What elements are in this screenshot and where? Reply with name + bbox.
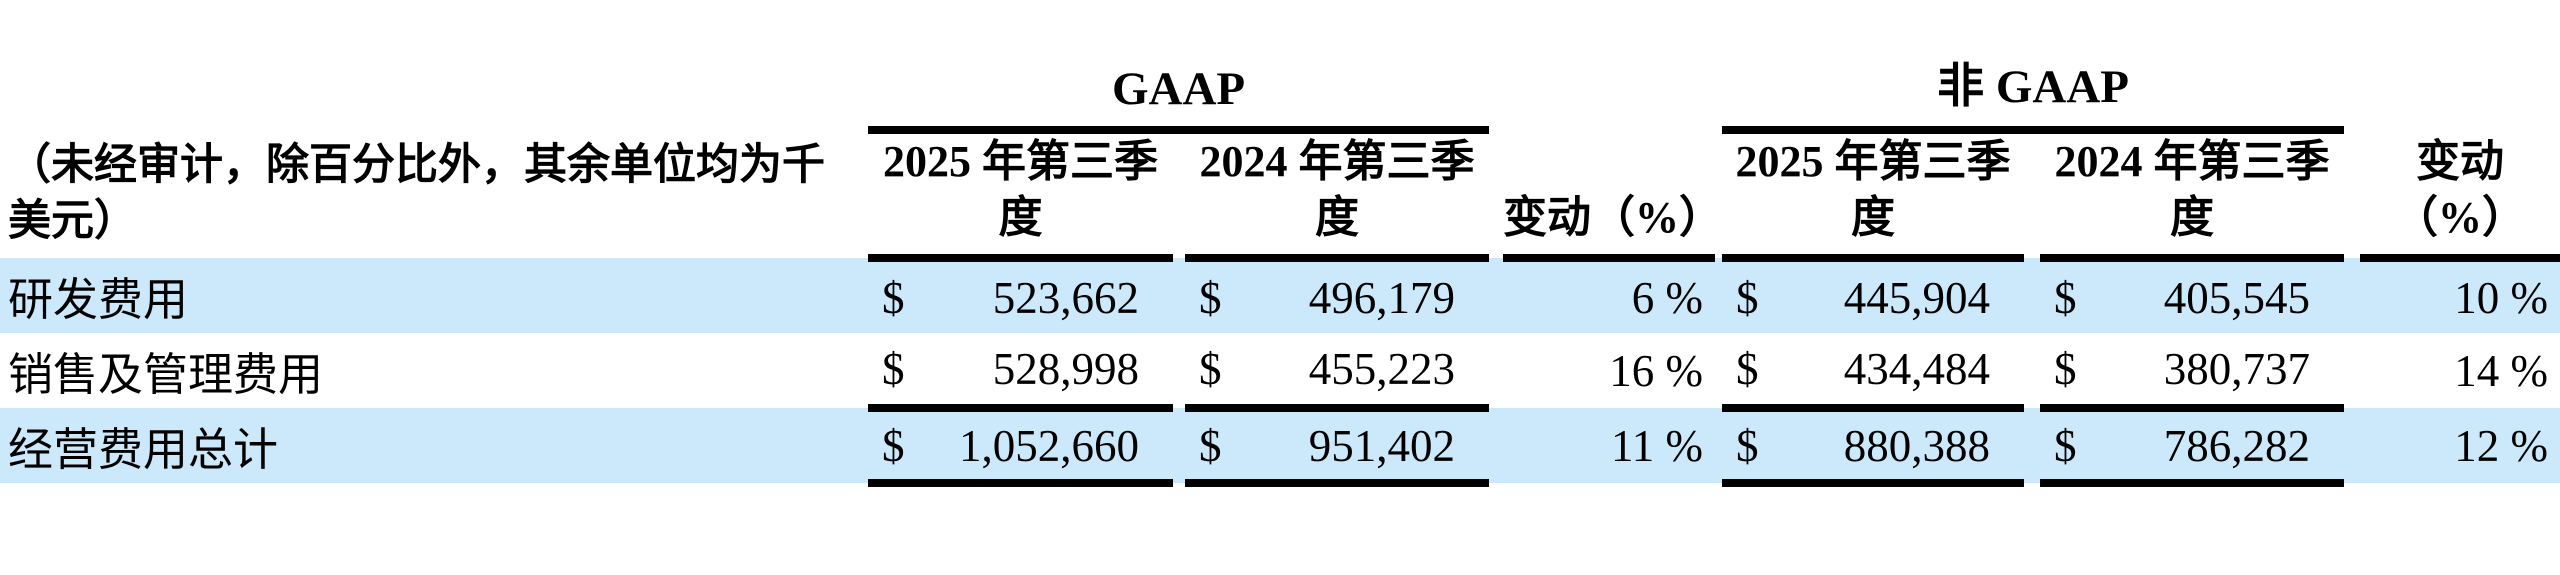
- cell-gaap-change: 6 %: [1503, 258, 1716, 333]
- cell-non-gaap-change: 10 %: [2360, 258, 2560, 333]
- amount: 880,388: [1843, 420, 1991, 471]
- row-label: 销售及管理费用: [8, 350, 324, 400]
- cell-non-gaap-2024: $405,545: [2040, 258, 2345, 333]
- amount: 445,904: [1843, 272, 1991, 323]
- cell-gaap-2024: $496,179: [1185, 258, 1490, 333]
- cell-non-gaap-change: 12 %: [2360, 408, 2560, 483]
- operating-expenses-table: GAAP 非 GAAP （未经审计，除百分比外，其余单位均为千美元） 2025 …: [0, 0, 2560, 487]
- currency-symbol: $: [882, 343, 905, 394]
- amount: 528,998: [992, 343, 1139, 394]
- group-header-spacer: [0, 0, 868, 130]
- col-header-gaap-q3-2025: 2025 年第三季度: [868, 130, 1173, 262]
- cell-non-gaap-2025: $445,904: [1722, 258, 2025, 333]
- cell-gaap-2025: $1,052,660: [868, 408, 1173, 487]
- currency-symbol: $: [882, 420, 905, 471]
- currency-symbol: $: [2054, 272, 2077, 323]
- table-row-rnd-expenses: 研发费用 $523,662 $496,179 6 % $445,904 $405…: [0, 258, 2560, 333]
- currency-symbol: $: [1736, 420, 1759, 471]
- cell-gaap-change: 16 %: [1609, 345, 1704, 396]
- change-label-line2: （%）: [2394, 193, 2527, 242]
- col-header-non-gaap-change: 变动 （%）: [2360, 130, 2560, 262]
- group-header-row: GAAP 非 GAAP: [0, 0, 2560, 134]
- cell-non-gaap-2024: $380,737: [2040, 333, 2345, 412]
- row-label: 经营费用总计: [0, 408, 868, 483]
- cell-non-gaap-2025: $880,388: [1722, 408, 2025, 487]
- cell-gaap-2025: $523,662: [868, 258, 1173, 333]
- cell-gaap-2025: $528,998: [868, 333, 1173, 412]
- amount: 380,737: [2163, 343, 2311, 394]
- row-label: 研发费用: [0, 258, 868, 333]
- currency-symbol: $: [1199, 343, 1222, 394]
- amount: 405,545: [2163, 272, 2311, 323]
- col-header-non-gaap-q3-2025: 2025 年第三季度: [1722, 130, 2025, 262]
- change-label-line1: 变动: [2416, 137, 2505, 186]
- cell-gaap-change: 11 %: [1503, 408, 1716, 483]
- col-header-non-gaap-q3-2024: 2024 年第三季度: [2040, 130, 2345, 262]
- currency-symbol: $: [1736, 272, 1759, 323]
- currency-symbol: $: [2054, 343, 2077, 394]
- amount: 786,282: [2163, 420, 2311, 471]
- currency-symbol: $: [1736, 343, 1759, 394]
- non-gaap-group-header: 非 GAAP: [1722, 0, 2345, 134]
- currency-symbol: $: [1199, 420, 1222, 471]
- unit-note: （未经审计，除百分比外，其余单位均为千美元）: [8, 142, 825, 245]
- amount: 434,484: [1843, 343, 1991, 394]
- cell-non-gaap-2024: $786,282: [2040, 408, 2345, 487]
- table-row-total-operating-expenses: 经营费用总计 $1,052,660 $951,402 11 % $880,388…: [0, 408, 2560, 487]
- currency-symbol: $: [882, 272, 905, 323]
- table-row-sga-expenses: 销售及管理费用 $528,998 $455,223 16 % $434,484 …: [0, 333, 2560, 412]
- amount: 496,179: [1308, 272, 1456, 323]
- amount: 455,223: [1308, 343, 1456, 394]
- amount: 523,662: [992, 272, 1139, 323]
- currency-symbol: $: [1199, 272, 1222, 323]
- currency-symbol: $: [2054, 420, 2077, 471]
- cell-gaap-2024: $455,223: [1185, 333, 1490, 412]
- col-header-gaap-q3-2024: 2024 年第三季度: [1185, 130, 1490, 262]
- cell-non-gaap-change: 14 %: [2454, 345, 2549, 396]
- column-header-row: （未经审计，除百分比外，其余单位均为千美元） 2025 年第三季度 2024 年…: [0, 130, 2560, 262]
- col-header-gaap-change: 变动（%）: [1503, 130, 1723, 262]
- gaap-group-header: GAAP: [868, 0, 1490, 134]
- amount: 951,402: [1308, 420, 1456, 471]
- cell-non-gaap-2025: $434,484: [1722, 333, 2025, 412]
- cell-gaap-2024: $951,402: [1185, 408, 1490, 487]
- amount: 1,052,660: [959, 420, 1139, 471]
